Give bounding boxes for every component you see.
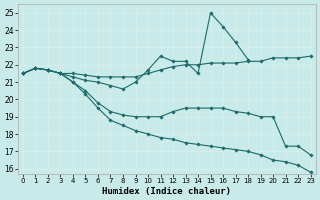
- X-axis label: Humidex (Indice chaleur): Humidex (Indice chaleur): [102, 187, 231, 196]
